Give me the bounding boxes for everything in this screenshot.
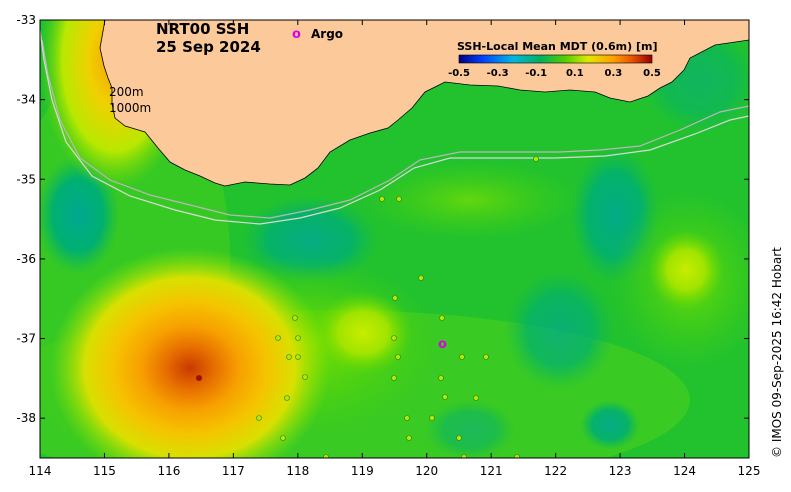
x-tick-label: 119 xyxy=(351,464,374,478)
argo-legend-symbol: o xyxy=(292,27,301,42)
y-tick-label: -37 xyxy=(16,332,36,346)
y-axis: -33 -34 -35 -36 -37 -38 xyxy=(16,13,749,425)
x-tick-label: 114 xyxy=(29,464,52,478)
colorbar-tick-label: -0.1 xyxy=(525,68,547,79)
x-tick-label: 121 xyxy=(480,464,503,478)
y-tick-label: -38 xyxy=(16,411,36,425)
colorbar-tick-label: 0.1 xyxy=(566,68,584,79)
lime-band-coast xyxy=(360,160,580,240)
drifter-markers xyxy=(256,156,539,458)
x-axis: 114 115 116 117 118 119 120 121 122 123 124 125 xyxy=(29,20,761,478)
x-tick-label: 120 xyxy=(415,464,438,478)
x-tick-label: 125 xyxy=(738,464,761,478)
cool-patch-east2 xyxy=(505,270,615,390)
y-tick-label: -36 xyxy=(16,252,36,266)
colorbar-tick-label: -0.3 xyxy=(487,68,509,79)
isobath-1000m-label: 1000m xyxy=(109,101,151,115)
cool-patch-southeast xyxy=(580,400,640,450)
isobath-200m-label: 200m xyxy=(109,85,144,99)
colorbar-tick-label: 0.5 xyxy=(643,68,661,79)
warm-anomaly-centre xyxy=(313,291,413,375)
argo-float-marker: o xyxy=(438,337,447,352)
x-tick-label: 123 xyxy=(609,464,632,478)
x-tick-label: 124 xyxy=(673,464,696,478)
x-tick-label: 118 xyxy=(286,464,309,478)
x-tick-label: 115 xyxy=(93,464,116,478)
y-tick-label: -33 xyxy=(16,13,36,27)
x-tick-label: 122 xyxy=(544,464,567,478)
title-product: NRT00 SSH xyxy=(156,20,249,38)
warm-anomaly-east xyxy=(648,230,724,310)
imos-credit: © IMOS 09-Sep-2025 16:42 Hobart xyxy=(770,247,784,458)
colorbar-ticks: -0.5 -0.3 -0.1 0.1 0.3 0.5 xyxy=(448,68,661,79)
title-date: 25 Sep 2024 xyxy=(156,38,261,56)
ssh-field xyxy=(40,20,749,458)
colorbar-tick-label: 0.3 xyxy=(605,68,623,79)
y-tick-label: -34 xyxy=(16,93,36,107)
cool-patch-south xyxy=(425,400,515,458)
colorbar xyxy=(458,54,653,64)
warm-eddy xyxy=(50,248,330,458)
colorbar-title: SSH-Local Mean MDT (0.6m) [m] xyxy=(457,40,657,53)
x-tick-label: 117 xyxy=(222,464,245,478)
y-tick-label: -35 xyxy=(16,172,36,186)
isobath-200m xyxy=(41,39,749,219)
plot-frame xyxy=(39,19,750,459)
isobath-1000m xyxy=(40,29,749,225)
x-tick-label: 116 xyxy=(157,464,180,478)
argo-legend-label: Argo xyxy=(311,27,343,41)
colorbar-tick-label: -0.5 xyxy=(448,68,470,79)
eddy-centre-marker xyxy=(196,375,202,381)
